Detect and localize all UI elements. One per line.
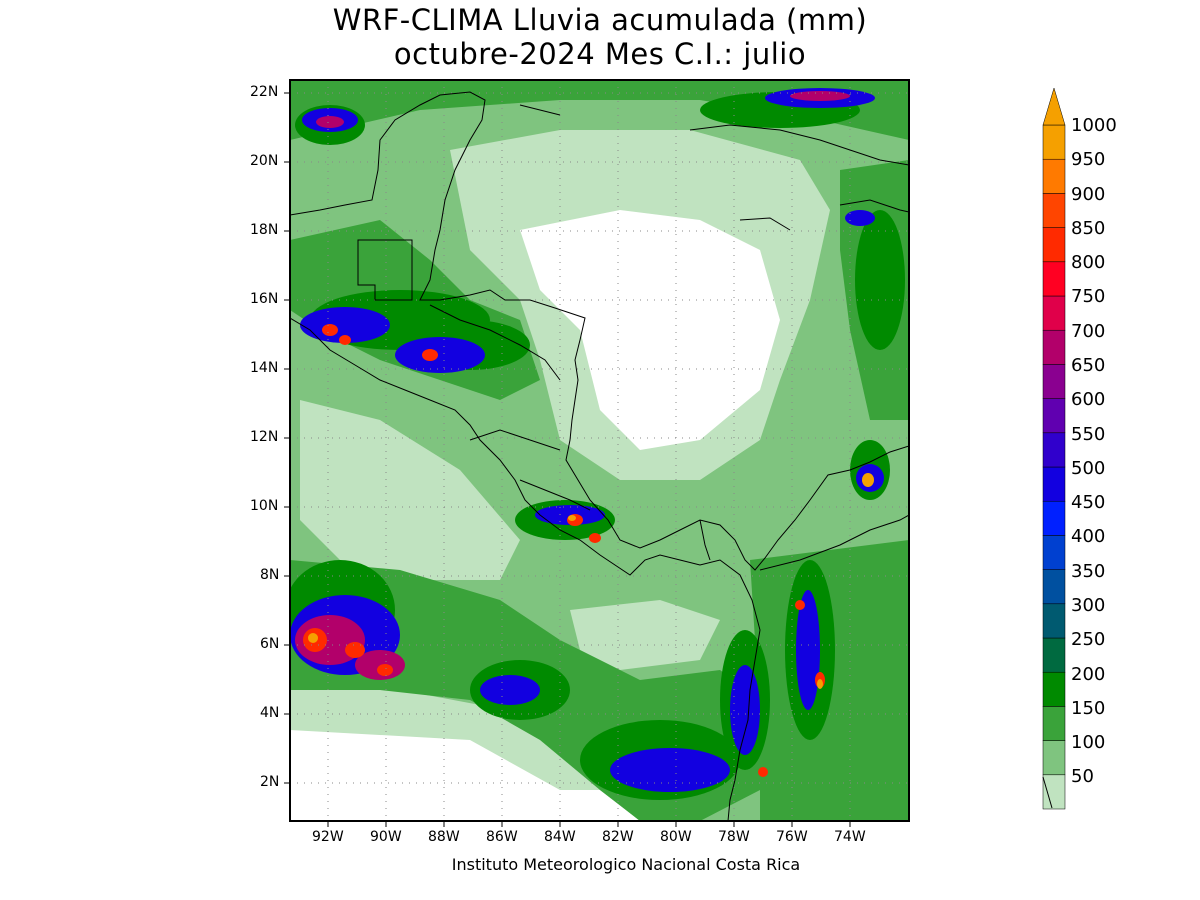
colorbar-label-450: 450	[1071, 492, 1106, 513]
colorbar-swatch	[1042, 535, 1066, 570]
colorbar-label-400: 400	[1071, 526, 1106, 547]
colorbar-label-550: 550	[1071, 424, 1106, 445]
lon-label-86w: 86W	[486, 829, 518, 845]
coastlines	[290, 91, 909, 821]
lon-label-76w: 76W	[776, 829, 808, 845]
lat-label-12n: 12N	[250, 429, 279, 445]
colorbar-label-200: 200	[1071, 664, 1106, 685]
colorbar-label-900: 900	[1071, 184, 1106, 205]
colorbar-swatch	[1042, 193, 1066, 228]
colorbar-label-300: 300	[1071, 595, 1106, 616]
lon-label-80w: 80W	[660, 829, 692, 845]
colorbar-label-350: 350	[1071, 561, 1106, 582]
axis-ticks	[284, 92, 851, 827]
colorbar-swatch	[1042, 124, 1066, 160]
colorbar-swatch	[1042, 398, 1066, 434]
colorbar-label-750: 750	[1071, 286, 1106, 307]
lat-label-14n: 14N	[250, 360, 279, 376]
colorbar-swatch	[1042, 295, 1066, 331]
colorbar-label-650: 650	[1071, 355, 1106, 376]
colorbar-swatch	[1042, 671, 1066, 707]
colorbar-swatch	[1042, 466, 1066, 502]
colorbar-swatch	[1042, 227, 1066, 263]
map-frame	[289, 79, 910, 822]
rainfall-field	[290, 80, 909, 821]
colorbar-swatch	[1042, 774, 1066, 810]
lat-label-20n: 20N	[250, 153, 279, 169]
lon-label-88w: 88W	[428, 829, 460, 845]
colorbar-swatch	[1042, 261, 1066, 297]
lat-label-2n: 2N	[260, 774, 280, 790]
colorbar-label-800: 800	[1071, 252, 1106, 273]
colorbar-swatch	[1042, 603, 1066, 639]
map-title-line1: WRF-CLIMA Lluvia acumulada (mm)	[332, 3, 868, 37]
colorbar-arrow	[1042, 87, 1066, 126]
lon-label-82w: 82W	[602, 829, 634, 845]
colorbar-tail	[1042, 776, 1053, 809]
lat-label-16n: 16N	[250, 291, 279, 307]
colorbar-label-700: 700	[1071, 321, 1106, 342]
lat-label-18n: 18N	[250, 222, 279, 238]
colorbar-swatch	[1042, 158, 1066, 194]
colorbar-label-850: 850	[1071, 218, 1106, 239]
colorbar-swatch	[1042, 432, 1066, 468]
footer-credit: Instituto Meteorologico Nacional Costa R…	[451, 855, 801, 874]
lon-label-78w: 78W	[718, 829, 750, 845]
lon-label-90w: 90W	[370, 829, 402, 845]
colorbar-swatch	[1042, 569, 1066, 605]
lat-label-6n: 6N	[260, 636, 280, 652]
lon-label-74w: 74W	[834, 829, 866, 845]
colorbar	[1042, 87, 1066, 810]
colorbar-label-150: 150	[1071, 698, 1106, 719]
colorbar-swatch	[1042, 329, 1066, 365]
colorbar-swatch	[1042, 706, 1066, 741]
colorbar-label-600: 600	[1071, 389, 1106, 410]
colorbar-swatch	[1042, 500, 1066, 536]
lon-label-84w: 84W	[544, 829, 576, 845]
colorbar-label-50: 50	[1071, 766, 1094, 787]
lat-label-22n: 22N	[250, 84, 279, 100]
colorbar-label-500: 500	[1071, 458, 1106, 479]
colorbar-label-100: 100	[1071, 732, 1106, 753]
colorbar-swatch	[1042, 364, 1066, 399]
map-title-line2: octubre-2024 Mes C.I.: julio	[393, 37, 807, 71]
colorbar-swatch	[1042, 637, 1066, 673]
colorbar-label-950: 950	[1071, 149, 1106, 170]
colorbar-swatch	[1042, 740, 1066, 776]
lat-label-10n: 10N	[250, 498, 279, 514]
colorbar-label-1000: 1000	[1071, 115, 1117, 136]
lon-label-92w: 92W	[312, 829, 344, 845]
colorbar-label-250: 250	[1071, 629, 1106, 650]
lat-label-8n: 8N	[260, 567, 280, 583]
lat-label-4n: 4N	[260, 705, 280, 721]
